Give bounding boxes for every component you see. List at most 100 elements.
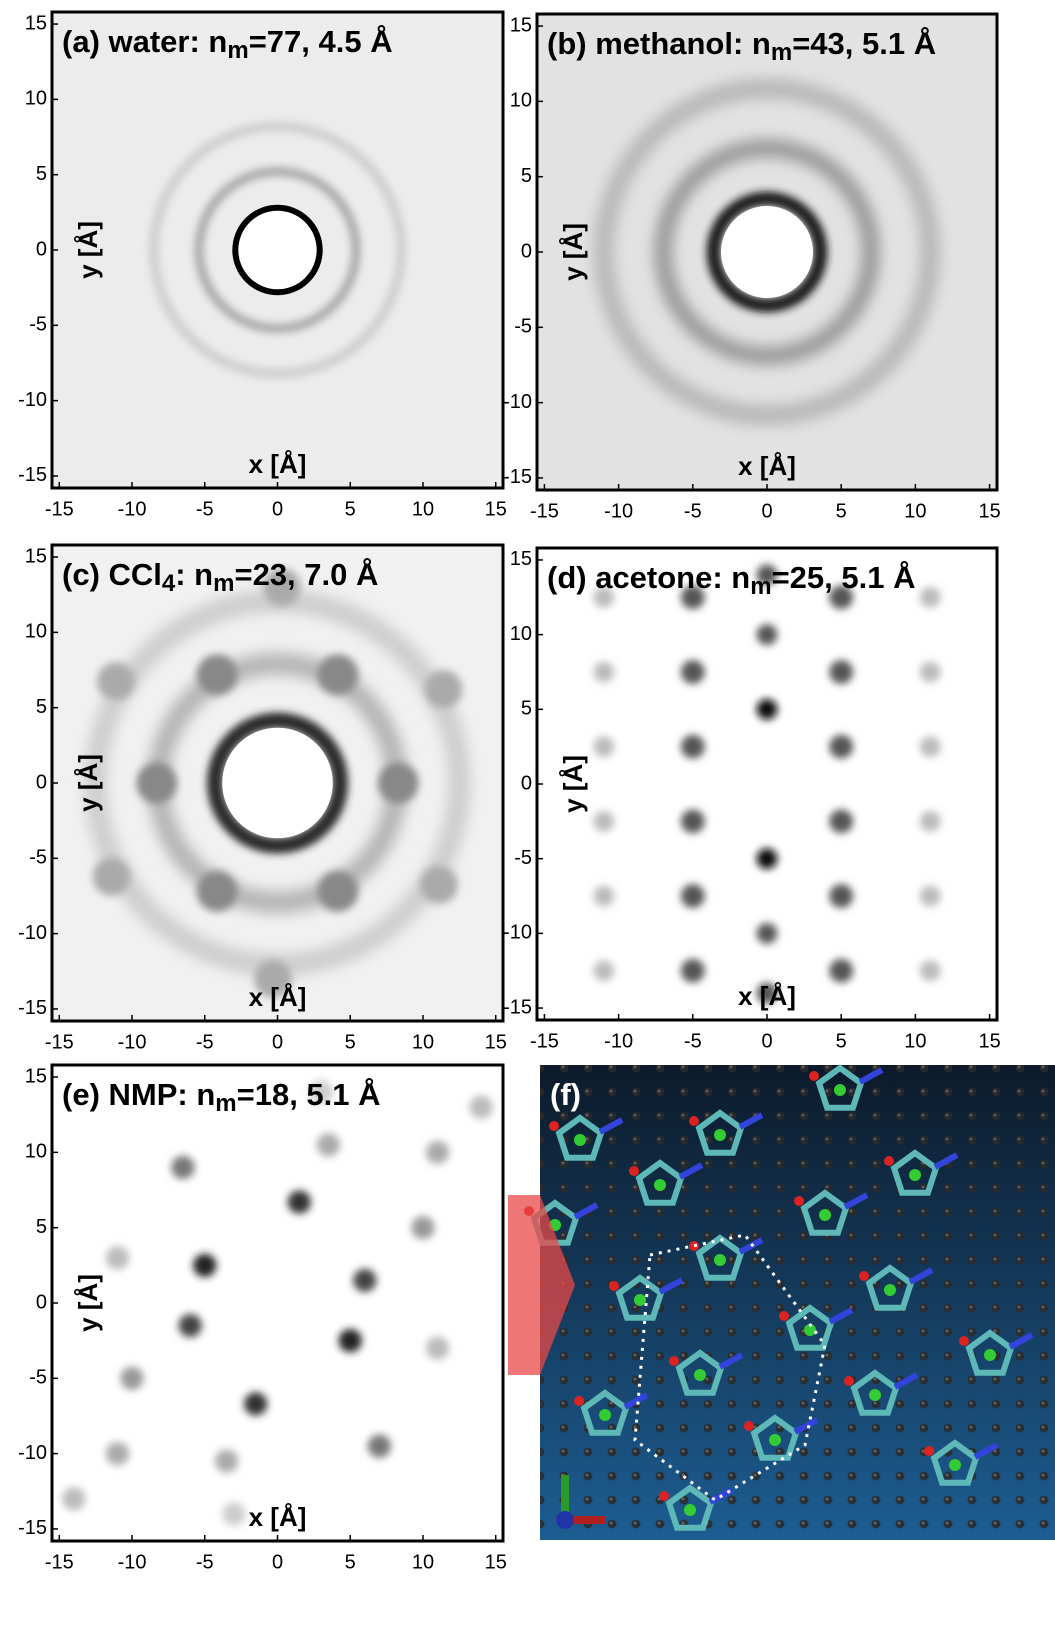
y-tick-label: 10	[25, 1141, 47, 1163]
spot	[919, 960, 941, 982]
spot	[829, 958, 854, 983]
spot	[919, 661, 941, 683]
ring	[232, 204, 323, 296]
title-part: (f)	[550, 1077, 581, 1112]
hole	[222, 727, 333, 839]
spot	[680, 660, 705, 684]
y-tick-label: -10	[503, 922, 532, 944]
spot	[214, 1449, 239, 1473]
x-axis-label: x [Å]	[738, 981, 796, 1011]
atom	[609, 1281, 619, 1291]
ring	[706, 191, 828, 313]
y-tick-label: -10	[18, 389, 47, 411]
atom	[884, 1156, 894, 1166]
y-tick-label: 10	[25, 621, 47, 643]
spot	[680, 884, 705, 908]
y-tick-label: 15	[25, 545, 47, 567]
y-tick-label: 15	[25, 1065, 47, 1087]
spot	[377, 762, 419, 804]
x-tick-label: -5	[196, 498, 214, 520]
molecule	[635, 1159, 685, 1206]
y-axis-label: y [Å]	[73, 754, 103, 812]
density-map	[52, 1065, 503, 1541]
spot	[593, 661, 615, 683]
molecule	[850, 1369, 900, 1416]
spot	[593, 960, 615, 982]
y-tick-label: -10	[18, 922, 47, 944]
bond	[908, 1267, 934, 1285]
x-tick-label: 0	[761, 1030, 772, 1052]
molecule	[615, 1274, 665, 1321]
title-part: 4	[162, 570, 176, 597]
spot	[425, 1140, 450, 1165]
atom	[859, 1271, 869, 1281]
x-tick-label: 5	[836, 1030, 847, 1052]
spot	[317, 654, 359, 696]
x-tick-label: 5	[836, 500, 847, 522]
panel-title: (c) CCl4: nm=23, 7.0 Å	[62, 557, 378, 596]
spot	[593, 736, 615, 758]
y-tick-label: -5	[514, 316, 532, 338]
atom	[924, 1446, 934, 1456]
x-tick-label: 10	[904, 1030, 926, 1052]
x-tick-label: -10	[118, 1551, 147, 1573]
title-part: =25, 5.1 Å	[772, 560, 916, 595]
spot	[420, 865, 458, 904]
x-tick-label: 0	[272, 1031, 283, 1053]
atom	[779, 1311, 789, 1321]
title-part: m	[771, 39, 792, 66]
spot	[829, 809, 854, 834]
spot	[120, 1366, 144, 1390]
ring	[194, 166, 361, 334]
spot	[593, 885, 615, 907]
atom	[634, 1294, 646, 1306]
panel-title: (e) NMP: nm=18, 5.1 Å	[62, 1077, 381, 1116]
atom	[549, 1121, 559, 1131]
x-tick-label: -15	[45, 1031, 74, 1053]
x-tick-label: -5	[196, 1551, 214, 1573]
panel-title: (d) acetone: nm=25, 5.1 Å	[547, 560, 915, 599]
spot	[338, 1329, 362, 1353]
y-tick-label: -15	[18, 1517, 47, 1539]
molecule	[665, 1484, 715, 1531]
spot	[254, 959, 292, 998]
y-tick-label: 15	[510, 14, 532, 36]
molecule	[675, 1349, 725, 1396]
y-tick-label: 10	[510, 90, 532, 112]
y-tick-label: 15	[510, 548, 532, 570]
atom	[684, 1504, 696, 1516]
spot	[425, 1336, 450, 1360]
x-tick-label: 10	[412, 1551, 434, 1573]
molecule	[580, 1389, 630, 1436]
spot	[829, 585, 854, 610]
hole	[721, 206, 813, 298]
y-tick-label: -10	[18, 1442, 47, 1464]
y-tick-label: -5	[29, 847, 47, 869]
x-tick-label: -10	[118, 498, 147, 520]
ring	[148, 121, 407, 379]
y-tick-label: 0	[36, 1291, 47, 1313]
atom	[654, 1179, 666, 1191]
spot	[287, 1190, 311, 1214]
spot	[105, 1246, 130, 1270]
molecule	[865, 1264, 915, 1311]
atom	[574, 1396, 584, 1406]
spot	[105, 1441, 130, 1466]
bond	[933, 1152, 959, 1170]
x-tick-label: -10	[118, 1031, 147, 1053]
spot	[829, 660, 854, 684]
title-part: =43, 5.1 Å	[792, 26, 936, 61]
y-tick-label: -5	[514, 847, 532, 869]
y-tick-label: -15	[503, 996, 532, 1018]
spot	[97, 662, 135, 701]
title-part: =18, 5.1 Å	[237, 1077, 381, 1112]
title-part: (c) CCl	[62, 557, 162, 592]
bond	[893, 1372, 919, 1390]
spot	[680, 958, 705, 983]
bond	[843, 1192, 869, 1210]
spot	[919, 586, 941, 608]
atom	[669, 1356, 679, 1366]
atom	[659, 1491, 669, 1501]
x-axis-label: x [Å]	[249, 449, 307, 479]
bond	[1008, 1332, 1034, 1350]
